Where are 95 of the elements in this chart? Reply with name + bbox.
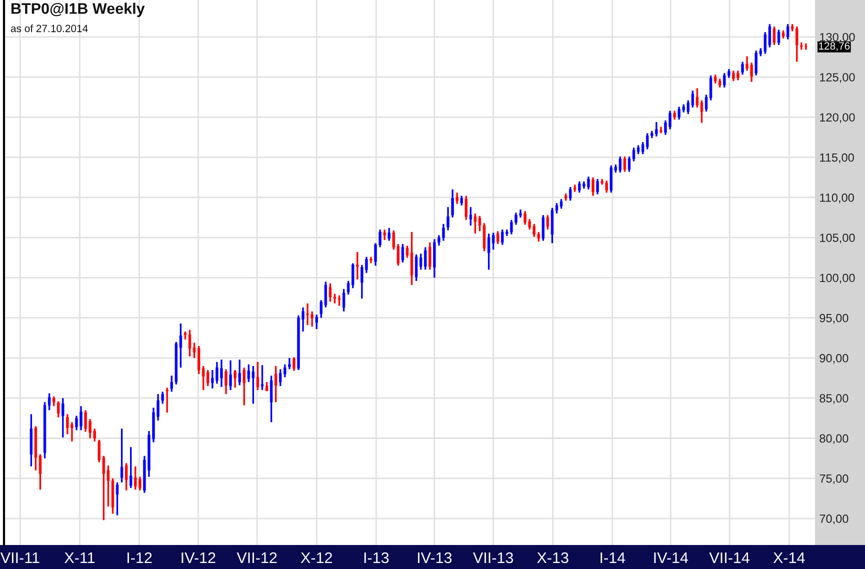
candlestick [478,215,482,232]
candlestick [704,94,708,112]
candlestick [482,222,486,252]
x-tick-label: VII-13 [473,552,514,564]
candlestick [410,231,414,286]
candlestick [260,364,264,391]
candlestick [777,28,780,46]
candlestick [428,242,432,271]
candlestick [741,60,744,76]
x-tick-label: I-14 [600,552,626,564]
x-tick-label: IV-12 [182,552,216,564]
candlestick [569,186,572,202]
chart-title: BTP0@I1B Weekly [12,2,145,17]
candlestick [696,87,699,108]
candlestick [288,357,291,370]
y-tick-label: 100,00 [820,274,855,284]
candlestick [328,282,332,303]
candlestick [166,386,168,414]
candlestick [120,428,124,484]
candlestick [315,314,318,330]
candlestick [57,400,60,418]
candlestick [456,192,458,205]
y-tick-label: 80,00 [820,434,848,444]
candlestick [48,392,51,411]
candlestick [496,230,500,245]
candlestick [546,214,550,230]
candlestick [370,256,372,264]
candlestick [242,366,246,406]
candlestick [388,227,390,242]
candlestick [383,228,386,241]
candlestick [188,329,192,358]
candlestick [401,243,404,264]
candlestick [256,361,260,391]
x-tick-label: X-12 [300,552,332,564]
x-tick-label: I-12 [128,552,152,564]
candlestick [356,251,359,280]
candlestick [555,202,558,214]
candlestick [709,74,712,102]
candlestick [592,176,594,197]
candlestick [406,244,409,258]
candlestick [487,232,490,271]
x-tick-label: IV-14 [654,552,688,564]
candlestick [596,178,599,196]
y-tick-label: 120,00 [820,113,855,123]
x-tick-label: VII-12 [236,552,277,564]
candlestick [446,206,450,232]
candlestick [270,374,273,424]
x-tick-label: X-11 [64,552,95,564]
x-tick-label: VII-11 [0,552,40,564]
candlestick [238,358,241,386]
candlestick [342,288,346,312]
y-tick-label: 75,00 [820,474,848,484]
y-tick-label: 85,00 [820,394,848,404]
candlestick [623,156,626,173]
candlestick [474,212,477,234]
x-tick-label: X-14 [773,552,805,564]
candlestick [632,146,636,162]
candlestick [451,188,454,218]
candlestick [38,453,42,490]
candlestick [234,369,236,389]
annotation: 128,76 [819,42,850,51]
y-tick-label: 90,00 [820,354,848,364]
candlestick [628,156,631,173]
y-tick-label: 115,00 [820,153,854,164]
y-tick-label: 95,00 [820,314,848,324]
candlestick [62,397,64,438]
candlestick [116,482,119,516]
x-tick-label: I-13 [364,552,389,564]
candlestick [492,232,495,250]
x-tick-label: VII-14 [709,552,750,564]
candlestick [52,396,56,407]
x-tick-label: X-13 [537,552,568,564]
x-tick-label: IV-13 [418,552,452,564]
candlestick [560,198,563,210]
y-tick-label: 130,00 [820,32,855,43]
y-tick-label: 70,00 [820,514,848,524]
candlestick [292,356,296,372]
candlestick [130,446,132,489]
candlestick [224,368,228,395]
candlestick [192,342,196,359]
candlestick [333,292,336,304]
candlestick [469,206,472,226]
candlestick [464,195,468,221]
candlestick [700,99,704,124]
y-tick-label: 110,00 [820,193,854,204]
candlestick [124,462,128,492]
y-tick-label: 125,00 [820,73,855,83]
candlestick [274,365,278,403]
candlestick [460,195,463,206]
candlestick [772,26,776,46]
text: as of 27.10.2014 [10,24,88,32]
candlestick [786,23,790,40]
y-tick-label: 105,00 [820,234,855,244]
candlestick [542,214,544,242]
candlestick [229,360,232,391]
